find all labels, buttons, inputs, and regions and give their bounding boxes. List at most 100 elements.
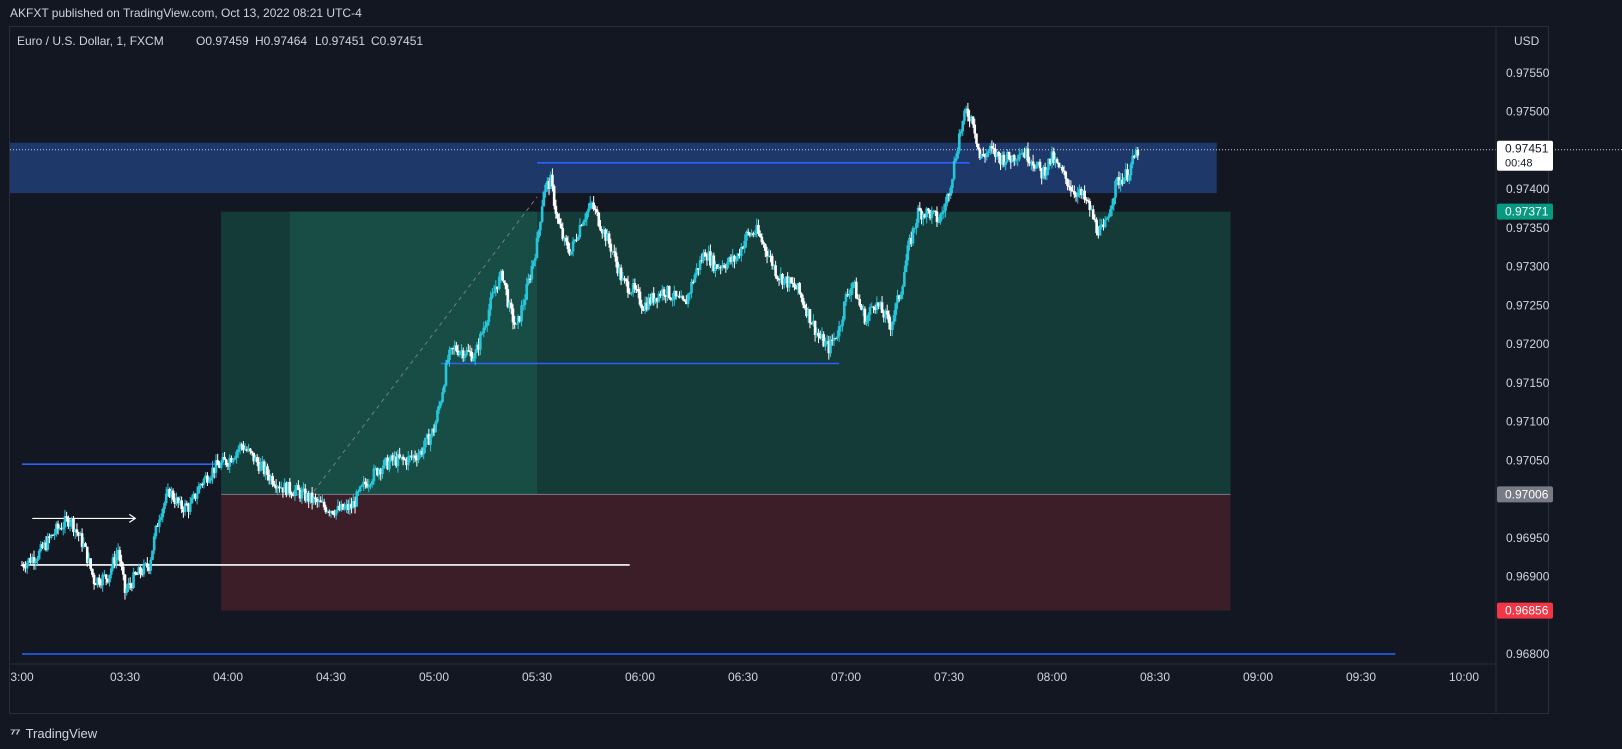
candle-body <box>564 237 568 242</box>
candle-body <box>65 516 68 518</box>
candle-body <box>453 345 456 349</box>
footer-brand[interactable]: ⁷⁷ TradingView <box>10 725 97 741</box>
candle-body <box>765 250 769 257</box>
y-tick-label: 0.97550 <box>1506 66 1550 80</box>
candle-body <box>1114 181 1117 198</box>
candle-body <box>1061 167 1064 171</box>
candle-body <box>715 264 719 269</box>
candle-body <box>745 231 748 241</box>
candle-body <box>640 304 644 309</box>
candle-body <box>954 158 958 162</box>
candle-body <box>892 314 896 322</box>
candle-body <box>679 296 683 298</box>
candle-body <box>218 465 221 468</box>
candle-body <box>84 543 87 547</box>
candle-body <box>1023 152 1026 158</box>
candle-body <box>1016 159 1019 161</box>
candle-body <box>372 468 376 482</box>
candle-body <box>549 174 553 189</box>
candle-body <box>146 563 149 568</box>
x-tick-label: 08:00 <box>1037 670 1067 684</box>
candle-body <box>628 292 631 294</box>
candle-body <box>975 133 978 144</box>
candle-body <box>947 194 951 196</box>
y-tick-label: 0.97050 <box>1506 453 1550 467</box>
candle-body <box>973 124 977 134</box>
candle-body <box>539 221 542 231</box>
candle-body <box>257 462 261 471</box>
candle-body <box>461 350 465 359</box>
supply-zone <box>10 142 1217 194</box>
candle-body <box>808 309 812 324</box>
candle-body <box>92 574 96 585</box>
y-tick-label: 0.97250 <box>1506 298 1550 312</box>
candle-body <box>554 205 558 214</box>
candle-body <box>999 156 1002 165</box>
candle-body <box>398 454 401 458</box>
candle-body <box>288 481 292 494</box>
candle-body <box>503 280 506 283</box>
candle-body <box>140 573 144 575</box>
candle-body <box>867 314 870 322</box>
candle-body <box>1006 152 1009 162</box>
y-tick-label: 0.97200 <box>1506 337 1550 351</box>
candle-body <box>48 536 51 538</box>
candle-body <box>968 116 971 122</box>
candle-body <box>712 255 716 272</box>
candle-body <box>779 274 783 280</box>
candle-body <box>604 229 607 241</box>
candle-body <box>1002 154 1006 166</box>
candle-body <box>671 299 674 301</box>
candle-body <box>188 503 192 512</box>
candle-body <box>161 508 165 518</box>
published-header: AKFXT published on TradingView.com, Oct … <box>10 6 362 20</box>
candle-body <box>22 565 26 568</box>
candle-body <box>870 306 874 308</box>
candle-body <box>875 302 879 311</box>
candle-body <box>928 210 932 219</box>
candle-body <box>1136 150 1140 156</box>
candle-body <box>109 568 113 575</box>
candle-body <box>837 326 841 337</box>
candle-body <box>89 558 92 569</box>
candle-body <box>413 455 417 459</box>
candle-body <box>333 513 336 516</box>
candle-body <box>175 497 178 504</box>
candle-body <box>551 174 554 187</box>
candle-body <box>449 348 453 350</box>
candle-body <box>988 146 992 152</box>
candle-body <box>321 501 324 503</box>
x-tick-label: 10:00 <box>1449 670 1479 684</box>
candle-body <box>935 211 939 222</box>
candle-body <box>152 536 156 551</box>
candle-body <box>1081 190 1085 196</box>
candle-body <box>626 281 630 293</box>
candle-body <box>286 481 290 496</box>
candle-body <box>489 297 492 310</box>
candle-body <box>350 503 353 509</box>
candle-body <box>482 327 486 334</box>
candle-body <box>673 290 676 300</box>
candle-body <box>370 481 374 485</box>
candle-body <box>171 490 175 500</box>
candle-body <box>1129 164 1133 176</box>
candle-body <box>386 457 389 470</box>
candle-body <box>1083 190 1086 200</box>
candle-body <box>1045 169 1049 176</box>
candle-body <box>800 293 803 298</box>
candle-body <box>849 288 853 296</box>
candle-body <box>518 316 522 322</box>
candle-body <box>1038 161 1042 169</box>
candle-body <box>659 293 662 297</box>
candle-body <box>509 302 513 309</box>
candle-body <box>930 210 934 219</box>
candle-body <box>408 455 412 457</box>
candle-body <box>774 265 777 277</box>
candle-body <box>995 151 999 157</box>
candle-body <box>209 477 213 481</box>
candle-body <box>624 279 628 282</box>
candle-body <box>832 337 836 342</box>
candle-body <box>429 435 432 445</box>
candle-body <box>714 264 717 272</box>
